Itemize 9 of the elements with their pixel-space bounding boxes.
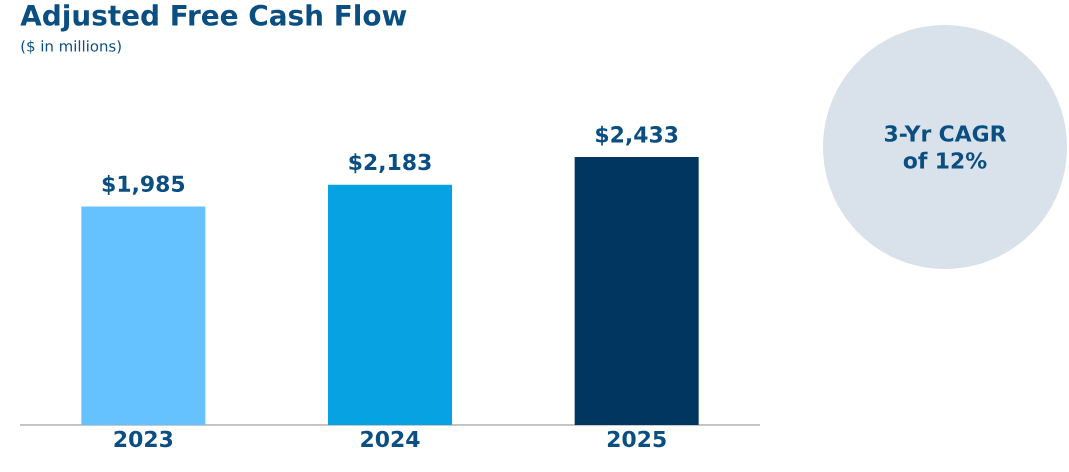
chart-subtitle: ($ in millions) — [21, 40, 121, 54]
chart-title: Adjusted Free Cash Flow — [20, 4, 407, 32]
x-tick-label: 2024 — [361, 430, 420, 448]
x-tick-label: 2025 — [607, 430, 666, 448]
data-label: $2,433 — [596, 125, 678, 146]
data-label: $2,183 — [349, 153, 431, 174]
text: 3-Yr CAGR of 12% — [884, 125, 1007, 169]
data-label: $1,985 — [102, 175, 185, 195]
x-tick-label: 2023 — [114, 430, 173, 448]
